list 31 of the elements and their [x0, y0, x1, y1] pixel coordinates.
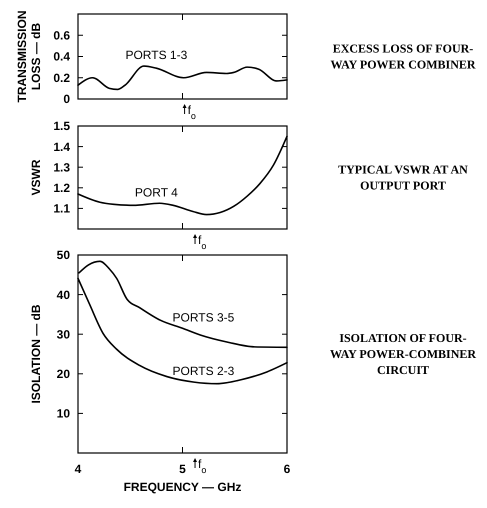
y-tick-label: 10: [56, 406, 70, 421]
y-tick-label: 0.2: [53, 70, 70, 85]
text: ISOLATION OF FOUR-WAY POWER-COMBINER CIRCUIT: [330, 331, 476, 377]
x-tick-label: 6: [284, 462, 291, 476]
y-tick-label: 0: [63, 92, 70, 106]
y-axis-title: VSWR: [29, 159, 43, 196]
y-axis-title: TRANSMISSION LOSS — dB: [15, 10, 43, 103]
series-label: PORTS 1-3: [125, 48, 188, 62]
text: TYPICAL VSWR AT AN OUTPUT PORT: [338, 162, 468, 192]
text: EXCESS LOSS OF FOUR-WAY POWER COMBINER: [330, 42, 476, 72]
y-tick-label: 1.2: [53, 181, 70, 195]
y-tick-label: 1.3: [53, 160, 70, 174]
series-label: PORT 4: [134, 185, 178, 200]
series-label: PORTS 3-5: [172, 310, 235, 324]
y-axis-title: ISOLATION — dB: [29, 304, 43, 404]
x-axis-title: FREQUENCY — GHz: [124, 480, 242, 494]
y-tick-label: 50: [56, 248, 70, 262]
x-tick-label: 5: [179, 462, 186, 476]
y-tick-label: 40: [56, 288, 70, 302]
ref-line-label: f$_{o}$: [198, 233, 206, 251]
y-tick-label: 30: [56, 327, 70, 342]
y-tick-label: 1.1: [53, 202, 70, 216]
series-label: PORTS 2-3: [172, 364, 235, 378]
y-tick-label: 0.6: [53, 28, 70, 42]
y-tick-label: 0.4: [53, 50, 70, 64]
y-tick-label: 1.4: [53, 140, 70, 154]
ref-line-label: f$_{o}$: [198, 457, 206, 475]
y-tick-label: 1.5: [53, 119, 70, 134]
x-tick-label: 4: [74, 462, 82, 476]
y-tick-label: 20: [56, 367, 70, 381]
ref-line-label: f$_{o}$: [188, 103, 196, 121]
